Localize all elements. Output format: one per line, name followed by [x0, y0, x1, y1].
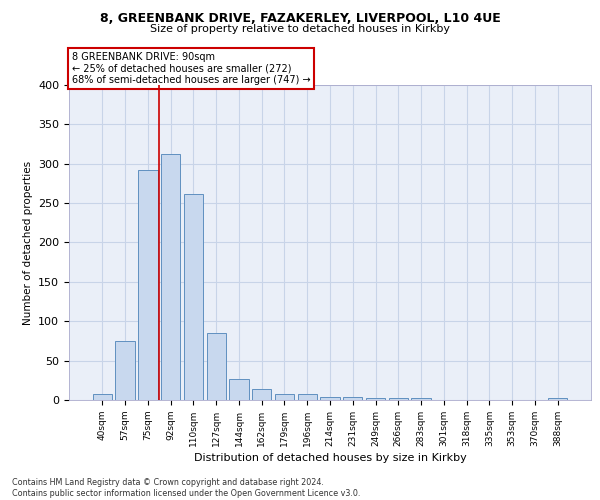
- Bar: [548, 398, 567, 400]
- Bar: [343, 397, 362, 400]
- Bar: [298, 394, 317, 400]
- Bar: [366, 398, 385, 400]
- Bar: [206, 333, 226, 400]
- Bar: [138, 170, 158, 400]
- Bar: [115, 341, 135, 400]
- Bar: [229, 378, 248, 400]
- Text: Size of property relative to detached houses in Kirkby: Size of property relative to detached ho…: [150, 24, 450, 34]
- Bar: [161, 154, 181, 400]
- Bar: [252, 389, 271, 400]
- Bar: [275, 394, 294, 400]
- Bar: [389, 398, 408, 400]
- Bar: [412, 398, 431, 400]
- Bar: [93, 394, 112, 400]
- Bar: [184, 194, 203, 400]
- Text: Contains HM Land Registry data © Crown copyright and database right 2024.
Contai: Contains HM Land Registry data © Crown c…: [12, 478, 361, 498]
- X-axis label: Distribution of detached houses by size in Kirkby: Distribution of detached houses by size …: [194, 453, 466, 463]
- Text: 8, GREENBANK DRIVE, FAZAKERLEY, LIVERPOOL, L10 4UE: 8, GREENBANK DRIVE, FAZAKERLEY, LIVERPOO…: [100, 12, 500, 26]
- Text: 8 GREENBANK DRIVE: 90sqm
← 25% of detached houses are smaller (272)
68% of semi-: 8 GREENBANK DRIVE: 90sqm ← 25% of detach…: [71, 52, 310, 85]
- Bar: [320, 397, 340, 400]
- Y-axis label: Number of detached properties: Number of detached properties: [23, 160, 32, 324]
